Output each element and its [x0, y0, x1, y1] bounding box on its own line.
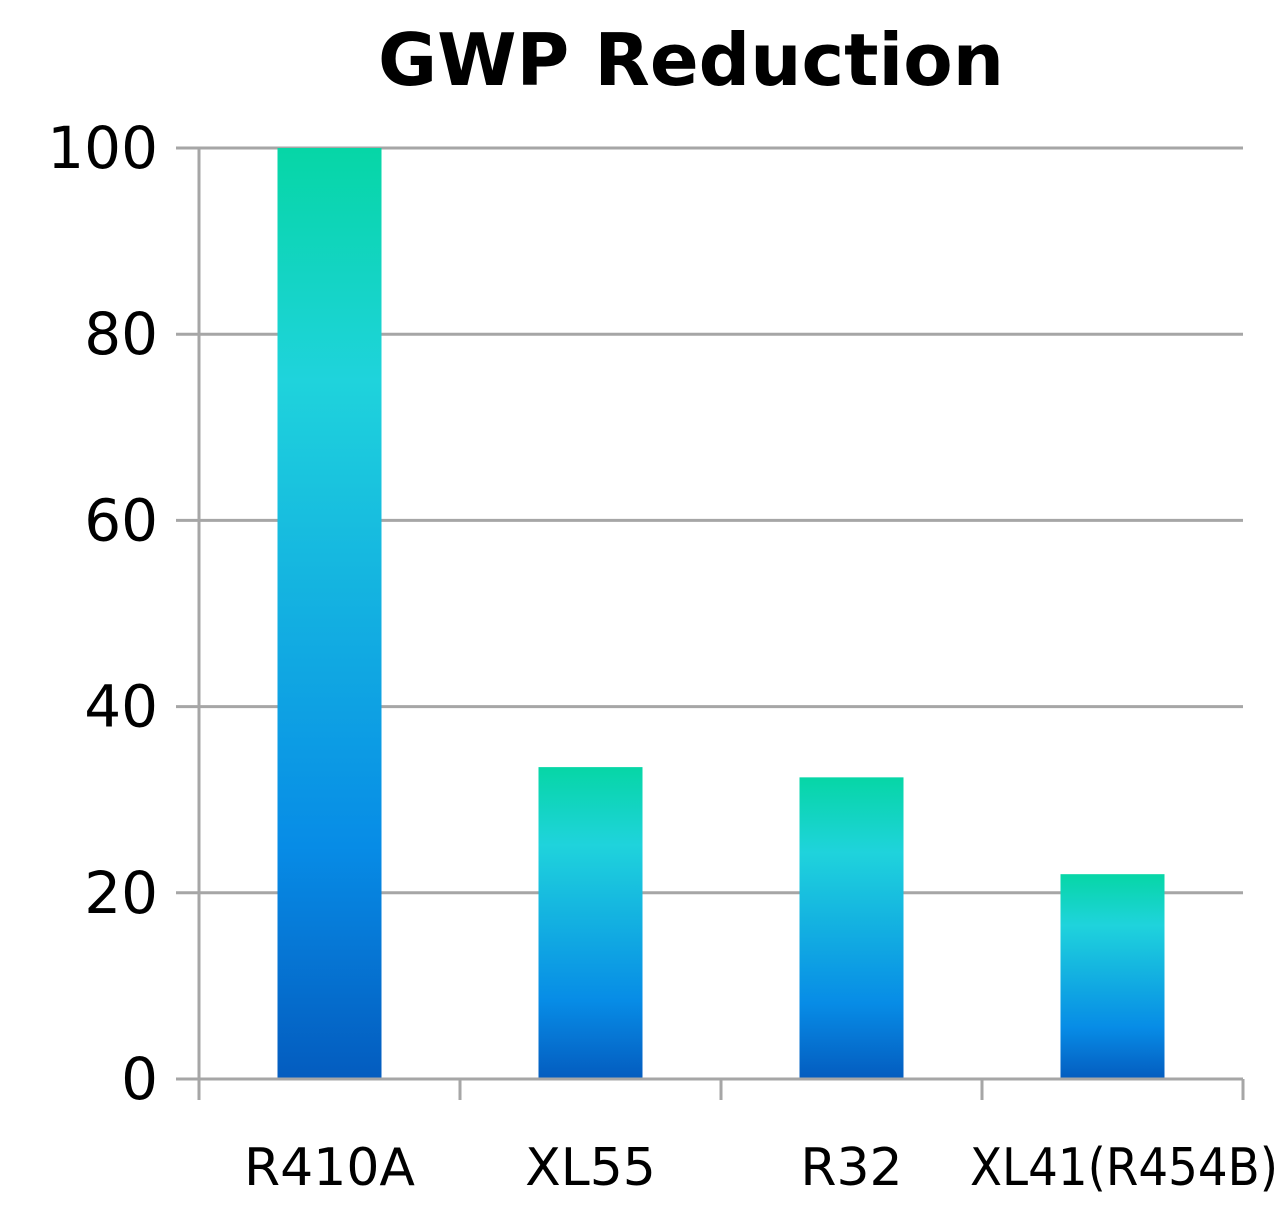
y-tick-label: 20 — [84, 859, 158, 927]
chart-title: GWP Reduction — [378, 18, 1004, 102]
bars — [277, 148, 1165, 1079]
bar-r32 — [799, 777, 904, 1079]
x-category-label: R410A — [244, 1138, 415, 1198]
bar-xl55 — [538, 767, 643, 1079]
bar-r410a — [277, 148, 382, 1079]
y-tick-label: 80 — [84, 300, 158, 368]
x-axis — [176, 1077, 1245, 1100]
y-tick-label: 60 — [84, 486, 158, 554]
x-category-label: R32 — [800, 1138, 902, 1198]
y-tick-label: 40 — [84, 673, 158, 741]
x-category-label: XL41(R454B) — [970, 1138, 1278, 1198]
x-category-label: XL55 — [525, 1138, 656, 1198]
y-axis-tick-labels: 0 20 40 60 80 100 — [47, 114, 158, 1113]
y-tick-label: 0 — [121, 1045, 158, 1113]
x-axis-category-labels: R410A XL55 R32 XL41(R454B) — [244, 1138, 1278, 1198]
y-tick-label: 100 — [47, 114, 158, 182]
bar-xl41-r454b- — [1060, 874, 1165, 1079]
